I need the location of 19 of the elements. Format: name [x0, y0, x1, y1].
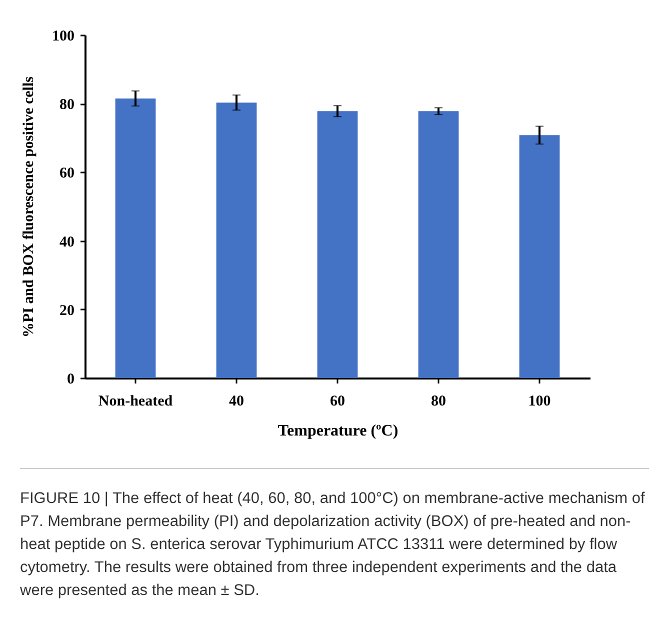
bar [418, 111, 459, 378]
x-tick-label: 40 [229, 394, 244, 410]
x-tick-label: Non-heated [98, 394, 174, 410]
caption: FIGURE 10 | The effect of heat (40, 60, 80, and 100°C) on membrane-active mechanism of P7. Membrane permeability (PI) and depolarization activity (BOX) of pre-heated and non-heat peptide on S. enterica serovar Typhimurium ATCC 13311 were determined by flow cytometry. The results were obtained from three independent experiments and the data were presented as the mean ± SD. [20, 468, 649, 602]
y-tick-label: 80 [60, 97, 74, 114]
y-tick-label: 100 [52, 28, 74, 44]
y-tick-label: 40 [60, 234, 74, 250]
bar [519, 135, 560, 378]
y-tick-label: 0 [67, 372, 74, 388]
y-tick-label: 20 [60, 302, 74, 319]
y-tick-label: 60 [60, 166, 74, 182]
x-tick-label: 80 [431, 394, 446, 410]
bar [216, 102, 257, 378]
bar [115, 98, 156, 378]
x-tick-label: 60 [330, 394, 345, 410]
x-axis-title: Temperature (ºC) [278, 422, 398, 440]
x-tick-label: 100 [528, 394, 551, 410]
bar [317, 111, 358, 378]
y-axis-title: %PI and BOX fluorescence positive cells [21, 76, 37, 338]
